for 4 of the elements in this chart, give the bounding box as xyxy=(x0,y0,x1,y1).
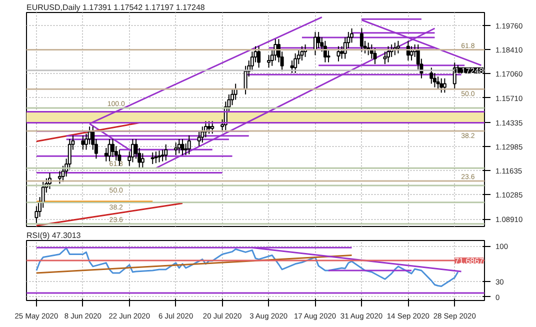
ref-line-label: 1.17248 xyxy=(454,66,484,76)
chart-title: RSI(9) 47.3013 xyxy=(26,231,82,240)
chart-title: EURUSD,Daily 1.17391 1.17542 1.17197 1.17248 xyxy=(26,3,206,12)
ref-line-label: 71.6867 xyxy=(454,256,484,266)
